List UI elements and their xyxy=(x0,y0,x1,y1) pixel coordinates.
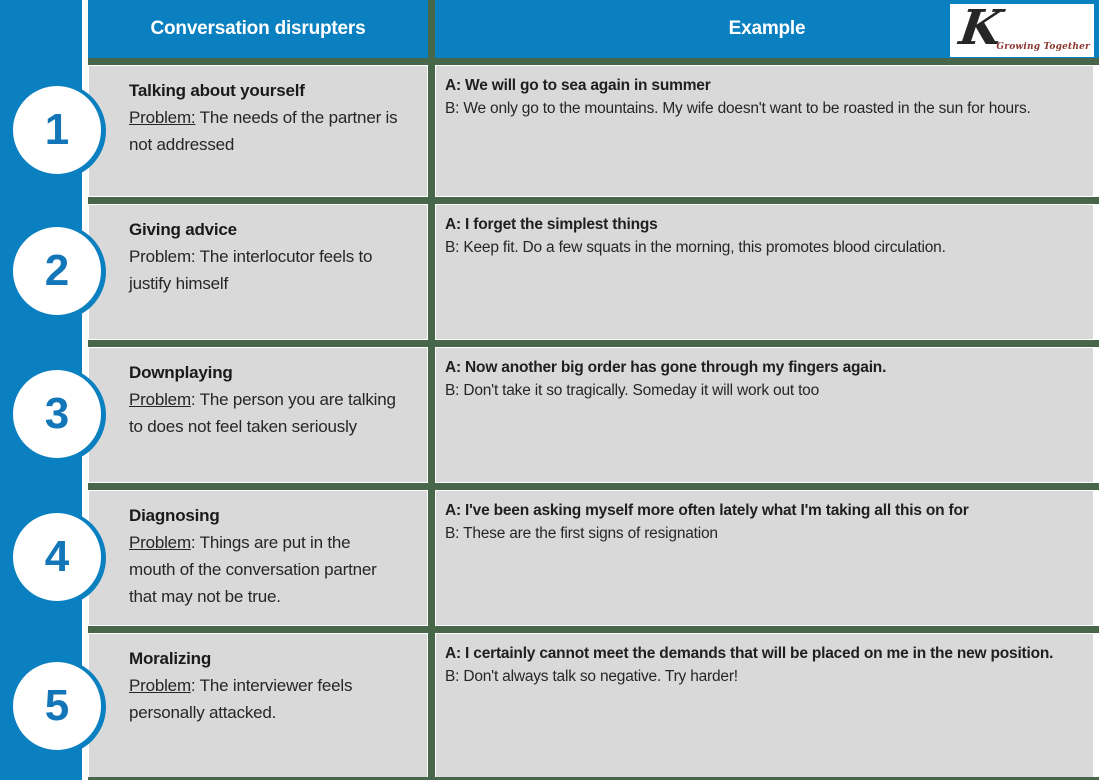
number-label: 5 xyxy=(13,661,101,750)
disrupter-title: Downplaying xyxy=(129,363,233,382)
problem-label: Problem: xyxy=(129,247,196,266)
problem-text: : Things are put in the mouth of the con… xyxy=(129,533,377,606)
logo-tagline: Growing Together xyxy=(996,42,1090,52)
example-cell: A: Now another big order has gone throug… xyxy=(435,347,1099,483)
bottom-border xyxy=(88,777,1099,780)
example-line-a: A: I've been asking myself more often la… xyxy=(445,502,969,519)
company-logo: K Growing Together xyxy=(950,0,1094,57)
number-label: 2 xyxy=(13,227,101,315)
disrupter-cell: 2 Giving advice Problem: The interlocuto… xyxy=(10,204,428,340)
example-cell: A: I certainly cannot meet the demands t… xyxy=(435,633,1099,780)
disrupter-cell: 4 Diagnosing Problem: Things are put in … xyxy=(10,490,428,626)
header-col2-label: Example xyxy=(728,18,806,39)
example-cell: A: I've been asking myself more often la… xyxy=(435,490,1099,626)
example-line-b: B: Don't take it so tragically. Someday … xyxy=(445,382,820,399)
disrupters-table: Conversation disrupters Example K Growin… xyxy=(10,0,1099,780)
example-line-b: B: Keep fit. Do a few squats in the morn… xyxy=(445,239,946,256)
number-badge: 3 xyxy=(10,367,106,463)
disrupter-title: Diagnosing xyxy=(129,506,220,525)
problem-label: Problem xyxy=(129,390,191,409)
disrupter-title: Giving advice xyxy=(129,220,237,239)
disrupter-title: Moralizing xyxy=(129,649,212,668)
problem-label: Problem xyxy=(129,676,191,695)
number-badge: 1 xyxy=(10,83,106,179)
disrupter-problem: Problem: The person you are talking to d… xyxy=(129,386,401,440)
example-cell: A: I forget the simplest things B: Keep … xyxy=(435,204,1099,340)
disrupter-problem: Problem: Things are put in the mouth of … xyxy=(129,529,401,610)
problem-text: The needs of the partner is not addresse… xyxy=(129,108,398,154)
example-line-a: A: Now another big order has gone throug… xyxy=(445,359,887,376)
disrupter-title: Talking about yourself xyxy=(129,81,305,100)
number-label: 1 xyxy=(13,86,101,174)
number-label: 4 xyxy=(13,513,101,601)
problem-text: : The person you are talking to does not… xyxy=(129,390,396,436)
disrupter-problem: Problem: The needs of the partner is not… xyxy=(129,104,401,158)
example-cell: A: We will go to sea again in summer B: … xyxy=(435,65,1099,197)
example-line-b: B: These are the first signs of resignat… xyxy=(445,525,718,542)
example-line-a: A: We will go to sea again in summer xyxy=(445,77,711,94)
problem-text: The interlocutor feels to justify himsel… xyxy=(129,247,373,293)
disrupter-cell: 5 Moralizing Problem: The interviewer fe… xyxy=(10,633,428,780)
number-badge: 4 xyxy=(10,510,106,606)
problem-label: Problem xyxy=(129,533,191,552)
example-line-b: B: Don't always talk so negative. Try ha… xyxy=(445,668,738,685)
number-badge: 5 xyxy=(10,658,106,755)
disrupter-problem: Problem: The interviewer feels personall… xyxy=(129,672,401,726)
problem-text: : The interviewer feels personally attac… xyxy=(129,676,353,722)
disrupter-cell: 1 Talking about yourself Problem: The ne… xyxy=(10,65,428,197)
disrupter-cell: 3 Downplaying Problem: The person you ar… xyxy=(10,347,428,483)
disrupter-problem: Problem: The interlocutor feels to justi… xyxy=(129,243,401,297)
header-col1-label: Conversation disrupters xyxy=(150,18,366,39)
header-example: Example K Growing Together xyxy=(435,0,1099,58)
problem-label: Problem: xyxy=(129,108,196,127)
example-line-a: A: I forget the simplest things xyxy=(445,216,658,233)
number-badge: 2 xyxy=(10,224,106,320)
number-label: 3 xyxy=(13,370,101,458)
example-line-a: A: I certainly cannot meet the demands t… xyxy=(445,645,1054,662)
header-conversation-disrupters: Conversation disrupters xyxy=(88,0,428,58)
example-line-b: B: We only go to the mountains. My wife … xyxy=(445,100,1031,117)
